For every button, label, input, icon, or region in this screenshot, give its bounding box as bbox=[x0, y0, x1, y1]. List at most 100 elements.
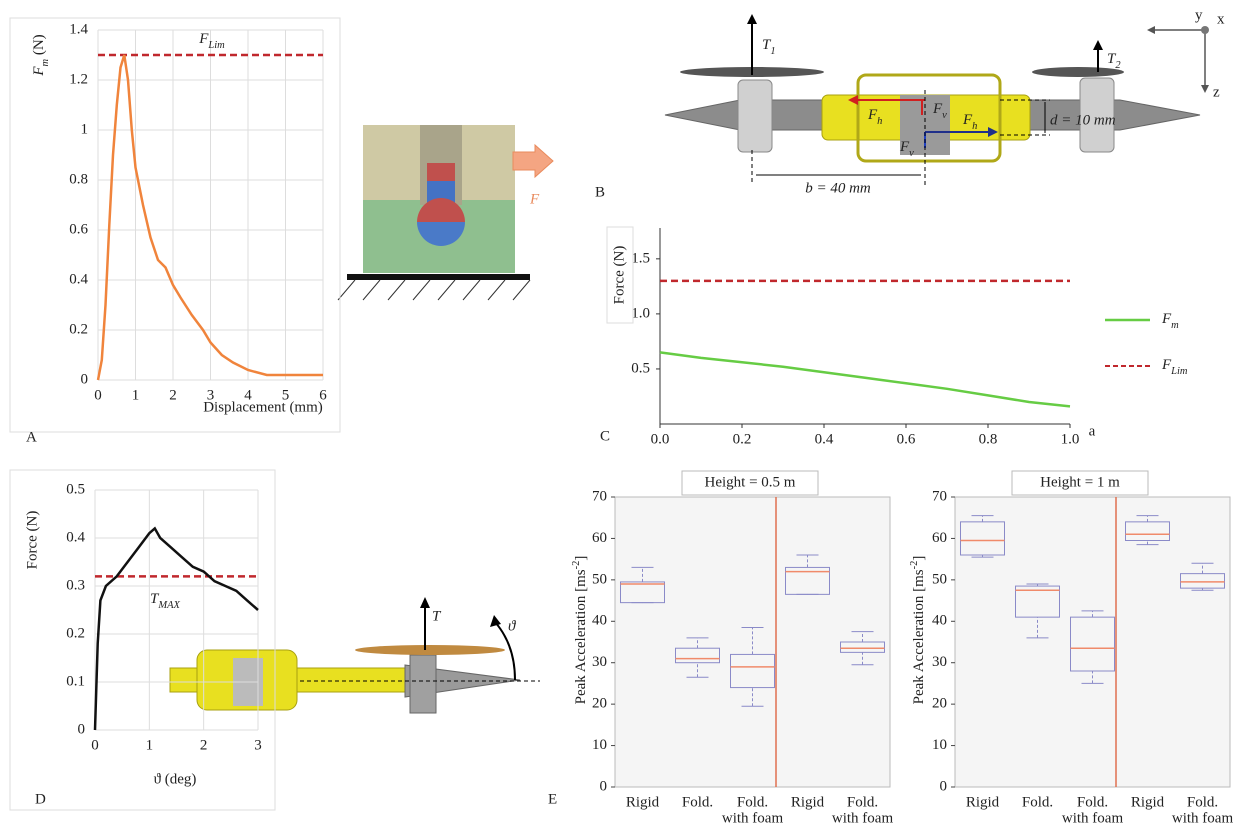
y-tick-label: 30 bbox=[932, 654, 947, 670]
panel-label: E bbox=[548, 791, 557, 807]
y-axis-label: Force (N) bbox=[611, 246, 627, 305]
y-axis-label-part: Peak Acceleration [ms bbox=[573, 569, 589, 704]
legend-label: FLim bbox=[1161, 357, 1188, 376]
force-label-part: v bbox=[942, 110, 947, 121]
panel-label: C bbox=[600, 428, 610, 444]
y-axis-label: Fm (N) bbox=[31, 34, 50, 76]
y-tick-label: 0 bbox=[600, 778, 608, 794]
y-tick-label: 1 bbox=[81, 121, 89, 137]
x-tick-label: 2 bbox=[200, 737, 208, 753]
y-axis-label: Force (N) bbox=[24, 511, 40, 570]
thrust-label: T1 bbox=[762, 37, 776, 56]
y-tick-label: 0.5 bbox=[631, 360, 650, 376]
x-tick-label: with foam bbox=[1062, 810, 1124, 826]
y-tick-label: 60 bbox=[932, 530, 947, 546]
x-tick-label: 0 bbox=[94, 387, 102, 403]
y-tick-label: 0.2 bbox=[66, 625, 85, 641]
legend-label: Fm bbox=[1161, 311, 1179, 330]
x-tick-label: Rigid bbox=[791, 794, 825, 810]
figure: F T ϑ bbox=[0, 0, 1241, 830]
x-tick-label: 1 bbox=[146, 737, 154, 753]
panel-label: D bbox=[35, 791, 46, 807]
reference-label-part: MAX bbox=[157, 600, 180, 611]
x-tick-label: Fold. bbox=[1022, 794, 1053, 810]
axis-label: x bbox=[1217, 11, 1225, 27]
y-tick-label: 1.4 bbox=[69, 21, 88, 37]
axis-label: y bbox=[1195, 7, 1203, 23]
y-tick-label: 0.1 bbox=[66, 673, 85, 689]
chart-title: Height = 0.5 m bbox=[705, 474, 796, 490]
x-tick-label: Fold. bbox=[1187, 794, 1218, 810]
y-axis-label-part: Peak Acceleration [ms bbox=[911, 569, 927, 704]
x-tick-label: 2 bbox=[169, 387, 177, 403]
y-axis-label-part: (N) bbox=[31, 34, 47, 59]
panel-label: B bbox=[595, 184, 605, 200]
x-axis-label: a bbox=[1089, 423, 1096, 439]
y-tick-label: 10 bbox=[932, 737, 947, 753]
y-axis-label: Peak Acceleration [ms-2] bbox=[571, 556, 590, 705]
y-tick-label: 20 bbox=[592, 696, 607, 712]
thrust-label-part: 2 bbox=[1115, 60, 1121, 71]
force-label: F bbox=[529, 191, 540, 207]
y-tick-label: 30 bbox=[592, 654, 607, 670]
x-axis-label: ϑ (deg) bbox=[154, 771, 197, 787]
y-axis-label-part: ] bbox=[573, 556, 589, 561]
x-axis-label: Displacement (mm) bbox=[203, 399, 323, 415]
y-axis-label-part: ] bbox=[911, 556, 927, 561]
dimension-label: d = 10 mm bbox=[1050, 112, 1116, 128]
x-tick-label: 0.8 bbox=[979, 431, 998, 447]
y-axis-label-part: -2 bbox=[571, 561, 582, 570]
panel-frame bbox=[10, 470, 275, 810]
y-tick-label: 0 bbox=[940, 778, 948, 794]
y-tick-label: 60 bbox=[592, 530, 607, 546]
reference-label-part: Lim bbox=[207, 40, 225, 51]
x-tick-label: 1.0 bbox=[1061, 431, 1080, 447]
y-tick-label: 50 bbox=[932, 571, 947, 587]
chart-title: Height = 1 m bbox=[1040, 474, 1120, 490]
y-tick-label: 70 bbox=[932, 488, 947, 504]
x-tick-label: Rigid bbox=[626, 794, 660, 810]
y-tick-label: 0.8 bbox=[69, 171, 88, 187]
x-tick-label: Rigid bbox=[966, 794, 1000, 810]
y-tick-label: 0.4 bbox=[69, 271, 88, 287]
x-tick-label: 0.4 bbox=[815, 431, 834, 447]
drone-side-view bbox=[170, 597, 540, 713]
x-tick-label: 1 bbox=[132, 387, 140, 403]
legend-label-part: m bbox=[1171, 320, 1179, 331]
x-tick-label: with foam bbox=[832, 810, 894, 826]
y-tick-label: 50 bbox=[592, 571, 607, 587]
thrust-label: T bbox=[432, 608, 442, 624]
dimension-label: b = 40 mm bbox=[805, 180, 871, 196]
y-tick-label: 1.5 bbox=[631, 250, 650, 266]
x-tick-label: Fold. bbox=[682, 794, 713, 810]
x-tick-label: Rigid bbox=[1131, 794, 1165, 810]
x-tick-label: 3 bbox=[254, 737, 262, 753]
y-tick-label: 10 bbox=[592, 737, 607, 753]
y-tick-label: 0.3 bbox=[66, 577, 85, 593]
magnet-illustration bbox=[338, 125, 553, 300]
reference-label: TMAX bbox=[150, 591, 181, 610]
angle-label: ϑ bbox=[508, 618, 517, 634]
y-tick-label: 0.4 bbox=[66, 529, 85, 545]
x-tick-label: 0.6 bbox=[897, 431, 916, 447]
x-tick-label: Fold. bbox=[1077, 794, 1108, 810]
force-label-part: h bbox=[972, 121, 977, 132]
y-tick-label: 0 bbox=[81, 371, 89, 387]
legend-label-part: Lim bbox=[1170, 366, 1188, 377]
x-tick-label: 0 bbox=[91, 737, 99, 753]
y-axis-label-part: -2 bbox=[909, 561, 920, 570]
force-label-part: h bbox=[877, 116, 882, 127]
panel-label: A bbox=[26, 429, 37, 445]
y-tick-label: 0.2 bbox=[69, 321, 88, 337]
y-tick-label: 1.0 bbox=[631, 305, 650, 321]
force-label-part: v bbox=[909, 148, 914, 159]
x-tick-label: Fold. bbox=[847, 794, 878, 810]
y-tick-label: 1.2 bbox=[69, 71, 88, 87]
data-line bbox=[660, 352, 1070, 406]
x-tick-label: with foam bbox=[722, 810, 784, 826]
x-tick-label: with foam bbox=[1172, 810, 1234, 826]
x-tick-label: Fold. bbox=[737, 794, 768, 810]
axis-label: z bbox=[1213, 84, 1220, 100]
reference-label: FLim bbox=[198, 31, 225, 50]
y-tick-label: 0.6 bbox=[69, 221, 88, 237]
